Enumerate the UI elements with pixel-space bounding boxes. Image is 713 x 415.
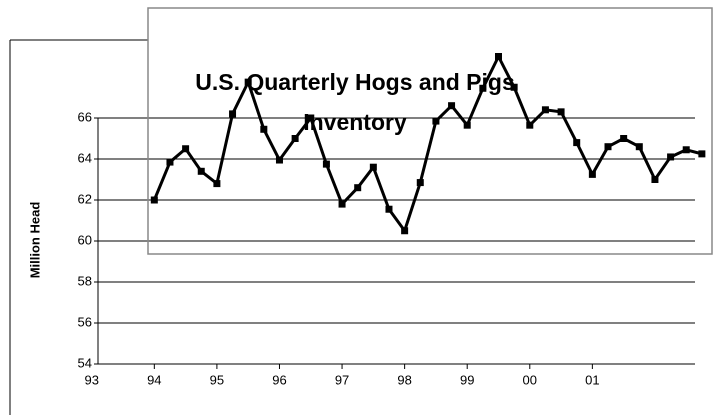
y-tick-label: 60 bbox=[78, 232, 92, 247]
y-tick-label: 58 bbox=[78, 273, 92, 288]
data-point bbox=[432, 117, 440, 125]
data-point bbox=[494, 53, 502, 60]
data-point bbox=[322, 160, 330, 168]
data-point bbox=[369, 163, 377, 171]
data-point bbox=[244, 78, 252, 86]
data-point bbox=[479, 84, 487, 92]
y-tick-label: 54 bbox=[78, 355, 92, 370]
data-point bbox=[588, 170, 596, 178]
x-tick-label: 98 bbox=[397, 372, 411, 387]
data-point bbox=[510, 83, 518, 91]
data-point bbox=[651, 176, 659, 183]
data-point bbox=[291, 135, 299, 142]
data-point bbox=[401, 227, 409, 235]
x-tick-label: 95 bbox=[210, 372, 224, 387]
data-point bbox=[448, 102, 456, 110]
y-axis-label: Million Head bbox=[27, 202, 42, 279]
data-point bbox=[260, 125, 268, 133]
data-point bbox=[604, 143, 612, 151]
data-point bbox=[573, 139, 581, 147]
data-point bbox=[275, 156, 283, 164]
data-point bbox=[463, 121, 471, 129]
data-point bbox=[416, 179, 424, 187]
y-tick-label: 56 bbox=[78, 314, 92, 329]
x-tick-label: 94 bbox=[147, 372, 161, 387]
data-point bbox=[557, 108, 565, 116]
data-point bbox=[354, 184, 362, 192]
data-point bbox=[338, 200, 346, 208]
data-point bbox=[213, 180, 221, 188]
x-tick-label: 97 bbox=[335, 372, 349, 387]
data-point bbox=[620, 135, 628, 142]
chart-title: U.S. Quarterly Hogs and Pigs Inventory bbox=[195, 69, 515, 135]
data-point bbox=[385, 205, 393, 213]
x-tick-label: 93 bbox=[85, 372, 99, 387]
data-point bbox=[197, 167, 205, 175]
y-tick-label: 66 bbox=[78, 109, 92, 124]
data-point bbox=[682, 146, 690, 154]
data-point bbox=[229, 110, 237, 118]
data-point bbox=[667, 153, 675, 161]
data-point bbox=[526, 121, 534, 129]
y-tick-label: 64 bbox=[78, 150, 92, 165]
data-point bbox=[698, 150, 706, 158]
title-frame bbox=[147, 7, 713, 255]
data-point bbox=[150, 196, 158, 204]
data-point bbox=[182, 145, 190, 153]
data-point bbox=[307, 114, 315, 122]
x-tick-label: 99 bbox=[460, 372, 474, 387]
x-tick-label: 96 bbox=[272, 372, 286, 387]
x-tick-label: 01 bbox=[585, 372, 599, 387]
data-point bbox=[166, 158, 174, 166]
x-tick-label: 00 bbox=[523, 372, 537, 387]
y-tick-label: 62 bbox=[78, 191, 92, 206]
data-point bbox=[541, 106, 549, 114]
data-point bbox=[635, 143, 643, 151]
